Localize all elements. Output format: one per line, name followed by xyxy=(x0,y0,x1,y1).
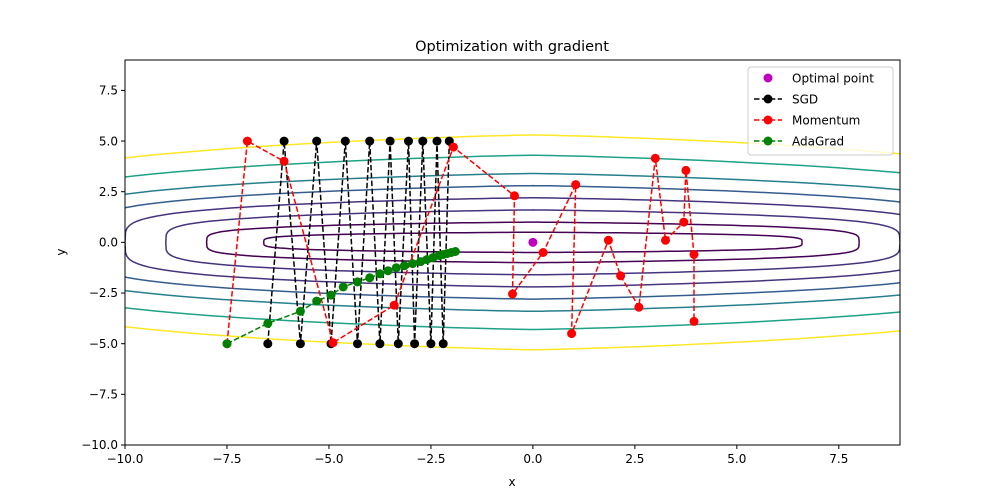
point-momentum-11 xyxy=(603,235,613,245)
contour-level-2 xyxy=(165,209,900,276)
y-tick-label: 7.5 xyxy=(99,84,118,98)
point-sgd-0 xyxy=(263,339,273,349)
y-tick-label: 0.0 xyxy=(99,236,118,250)
legend-marker-adagrad xyxy=(763,136,773,146)
y-tick-label: −2.5 xyxy=(89,286,118,300)
y-tick-label: −5.0 xyxy=(89,337,118,351)
legend-marker-optimal xyxy=(763,73,773,83)
x-axis-label: x xyxy=(508,475,515,489)
x-tick-label: 5.0 xyxy=(727,452,746,466)
point-adagrad-5 xyxy=(338,282,348,292)
series-layer xyxy=(222,136,699,349)
point-sgd-9 xyxy=(385,136,395,146)
x-axis: −10.0 −7.5 −5.0 −2.5 0.0 2.5 5.0 7.5 xyxy=(107,445,848,466)
y-tick-label: −7.5 xyxy=(89,388,118,402)
point-momentum-5 xyxy=(448,142,458,152)
point-momentum-3 xyxy=(328,338,338,348)
contour-level-4 xyxy=(125,184,900,300)
contour-level-0 xyxy=(262,231,803,254)
x-tick-label: −7.5 xyxy=(212,452,241,466)
series-line-sgd xyxy=(267,141,451,344)
point-momentum-2 xyxy=(279,156,289,166)
point-sgd-6 xyxy=(353,339,362,349)
legend-label-sgd: SGD xyxy=(792,93,818,107)
point-adagrad-8 xyxy=(375,269,385,279)
legend-label-momentum: Momentum xyxy=(792,114,860,128)
point-momentum-1 xyxy=(242,136,252,146)
point-momentum-7 xyxy=(508,289,517,299)
x-tick-label: 2.5 xyxy=(625,452,644,466)
point-sgd-12 xyxy=(410,339,420,349)
legend-label-adagrad: AdaGrad xyxy=(792,135,844,149)
point-adagrad-9 xyxy=(383,266,393,276)
point-sgd-2 xyxy=(295,339,305,349)
point-momentum-19 xyxy=(689,316,699,326)
point-adagrad-0 xyxy=(222,339,232,349)
point-momentum-6 xyxy=(510,191,519,201)
point-momentum-8 xyxy=(538,248,548,257)
x-tick-label: 0.0 xyxy=(523,452,542,466)
point-momentum-4 xyxy=(389,300,399,310)
point-sgd-11 xyxy=(404,136,413,146)
point-adagrad-6 xyxy=(353,277,362,287)
chart-title: Optimization with gradient xyxy=(415,39,609,55)
point-adagrad-3 xyxy=(312,296,322,306)
point-momentum-12 xyxy=(616,271,626,281)
legend-box xyxy=(747,66,894,156)
contour-level-6 xyxy=(125,154,900,331)
legend: Optimal point SGD Momentum AdaGrad xyxy=(747,66,894,156)
plot-frame xyxy=(124,59,901,446)
point-adagrad-7 xyxy=(365,273,375,283)
point-sgd-3 xyxy=(312,136,322,146)
y-tick-label: −10.0 xyxy=(81,438,118,452)
optimal-point-marker xyxy=(528,237,538,247)
x-tick-label: −5.0 xyxy=(314,452,343,466)
y-tick-label: 2.5 xyxy=(99,185,118,199)
x-tick-label: 7.5 xyxy=(829,452,848,466)
point-sgd-15 xyxy=(432,136,442,146)
y-tick-label: 5.0 xyxy=(99,134,118,148)
point-momentum-16 xyxy=(679,217,689,227)
point-momentum-15 xyxy=(661,235,670,245)
series-line-momentum xyxy=(226,139,695,344)
legend-label-optimal: Optimal point xyxy=(792,72,874,86)
point-sgd-8 xyxy=(375,339,385,349)
contour-level-7 xyxy=(125,134,900,351)
point-adagrad-4 xyxy=(326,290,336,300)
point-momentum-10 xyxy=(567,329,577,339)
point-momentum-13 xyxy=(634,302,644,312)
contour-level-1 xyxy=(205,221,860,264)
point-momentum-14 xyxy=(650,153,660,163)
point-sgd-13 xyxy=(418,136,428,146)
y-axis: −10.0 −7.5 −5.0 −2.5 0.0 2.5 5.0 7.5 xyxy=(81,84,125,452)
point-sgd-1 xyxy=(279,136,289,146)
point-sgd-16 xyxy=(438,339,448,349)
contour-level-3 xyxy=(125,197,900,288)
point-adagrad-10 xyxy=(391,263,401,273)
point-adagrad-1 xyxy=(263,318,273,328)
point-adagrad-12 xyxy=(408,259,418,269)
y-axis-label: y xyxy=(54,248,68,255)
point-adagrad-20 xyxy=(450,247,460,256)
point-sgd-14 xyxy=(426,339,436,349)
point-momentum-9 xyxy=(571,180,581,190)
point-adagrad-2 xyxy=(295,306,305,316)
point-sgd-7 xyxy=(365,136,375,146)
point-sgd-5 xyxy=(340,136,350,146)
point-adagrad-11 xyxy=(399,261,409,271)
point-sgd-10 xyxy=(393,339,403,349)
point-momentum-18 xyxy=(689,250,699,259)
x-tick-label: −10.0 xyxy=(107,452,144,466)
point-momentum-17 xyxy=(681,165,691,175)
contour-lines xyxy=(125,134,900,351)
optimal-layer xyxy=(528,237,538,247)
legend-marker-momentum xyxy=(763,115,773,125)
legend-marker-sgd xyxy=(763,94,773,104)
x-tick-label: −2.5 xyxy=(416,452,445,466)
